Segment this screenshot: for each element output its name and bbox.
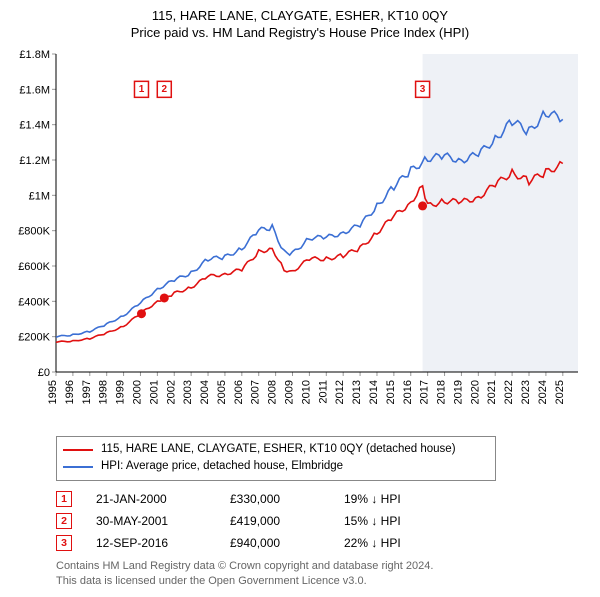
legend-row: 115, HARE LANE, CLAYGATE, ESHER, KT10 0Q… [63, 441, 489, 458]
event-diff: 19% ↓ HPI [344, 492, 434, 506]
event-marker: 1 [56, 491, 72, 507]
svg-text:£600K: £600K [18, 261, 50, 273]
event-row: 2 30-MAY-2001 £419,000 15% ↓ HPI [56, 513, 588, 529]
events-table: 1 21-JAN-2000 £330,000 19% ↓ HPI 2 30-MAY-200… [56, 491, 588, 551]
event-row: 1 21-JAN-2000 £330,000 19% ↓ HPI [56, 491, 588, 507]
svg-text:2010: 2010 [300, 380, 312, 404]
svg-text:2008: 2008 [267, 380, 279, 404]
svg-text:2020: 2020 [469, 380, 481, 404]
svg-text:2023: 2023 [520, 380, 532, 404]
event-diff: 22% ↓ HPI [344, 536, 434, 550]
svg-text:£1.2M: £1.2M [19, 155, 50, 167]
svg-text:2012: 2012 [334, 380, 346, 404]
svg-text:2009: 2009 [284, 380, 296, 404]
svg-text:£1.6M: £1.6M [19, 84, 50, 96]
footer-attribution: Contains HM Land Registry data © Crown c… [56, 559, 588, 590]
svg-text:2021: 2021 [486, 380, 498, 404]
event-marker: 2 [56, 513, 72, 529]
legend-row: HPI: Average price, detached house, Elmb… [63, 458, 489, 475]
svg-text:2003: 2003 [182, 380, 194, 404]
svg-text:£200K: £200K [18, 332, 50, 344]
svg-text:£1.8M: £1.8M [19, 49, 50, 61]
svg-text:2014: 2014 [368, 380, 380, 404]
svg-text:2001: 2001 [148, 380, 160, 404]
svg-text:1999: 1999 [115, 380, 127, 404]
line-chart: £0 £200K £400K £600K £800K £1M £1.2M £1.4M £1.6M… [12, 48, 588, 428]
svg-text:2022: 2022 [503, 380, 515, 404]
svg-text:2004: 2004 [199, 380, 211, 404]
chart-title: 115, HARE LANE, CLAYGATE, ESHER, KT10 0Q… [12, 8, 588, 23]
svg-text:2005: 2005 [216, 380, 228, 404]
svg-text:2018: 2018 [436, 380, 448, 404]
event-price: £330,000 [230, 492, 320, 506]
chart-area: £0 £200K £400K £600K £800K £1M £1.2M £1.4M £1.6M… [12, 48, 588, 428]
event-price: £940,000 [230, 536, 320, 550]
svg-text:2016: 2016 [402, 380, 414, 404]
svg-text:2017: 2017 [419, 380, 431, 404]
svg-text:2011: 2011 [317, 380, 329, 404]
event-price: £419,000 [230, 514, 320, 528]
svg-text:2007: 2007 [250, 380, 262, 404]
event-date: 21-JAN-2000 [96, 492, 206, 506]
event-row: 3 12-SEP-2016 £940,000 22% ↓ HPI [56, 535, 588, 551]
svg-text:2006: 2006 [233, 380, 245, 404]
svg-text:£800K: £800K [18, 226, 50, 238]
legend-swatch [63, 466, 93, 468]
event-marker: 3 [56, 535, 72, 551]
chart-subtitle: Price paid vs. HM Land Registry's House … [12, 25, 588, 40]
legend-label: 115, HARE LANE, CLAYGATE, ESHER, KT10 0Q… [101, 441, 456, 458]
svg-text:2015: 2015 [385, 380, 397, 404]
event-diff: 15% ↓ HPI [344, 514, 434, 528]
svg-text:£1M: £1M [29, 190, 50, 202]
svg-text:1997: 1997 [81, 380, 93, 404]
svg-text:1996: 1996 [64, 380, 76, 404]
event-date: 12-SEP-2016 [96, 536, 206, 550]
svg-text:1998: 1998 [98, 380, 110, 404]
event-date: 30-MAY-2001 [96, 514, 206, 528]
svg-text:£1.4M: £1.4M [19, 120, 50, 132]
svg-text:2025: 2025 [554, 380, 566, 404]
svg-text:2002: 2002 [165, 380, 177, 404]
legend-swatch [63, 449, 93, 451]
svg-text:1: 1 [139, 84, 145, 95]
svg-text:£0: £0 [38, 367, 50, 379]
svg-text:2: 2 [162, 84, 168, 95]
svg-text:3: 3 [420, 84, 426, 95]
legend: 115, HARE LANE, CLAYGATE, ESHER, KT10 0Q… [56, 436, 496, 481]
legend-label: HPI: Average price, detached house, Elmb… [101, 458, 343, 475]
svg-text:2013: 2013 [351, 380, 363, 404]
svg-text:1995: 1995 [47, 380, 59, 404]
footer-line-2: This data is licensed under the Open Gov… [56, 574, 588, 589]
svg-text:£400K: £400K [18, 296, 50, 308]
footer-line-1: Contains HM Land Registry data © Crown c… [56, 559, 588, 574]
svg-text:2019: 2019 [452, 380, 464, 404]
svg-text:2000: 2000 [131, 380, 143, 404]
svg-text:2024: 2024 [537, 380, 549, 404]
